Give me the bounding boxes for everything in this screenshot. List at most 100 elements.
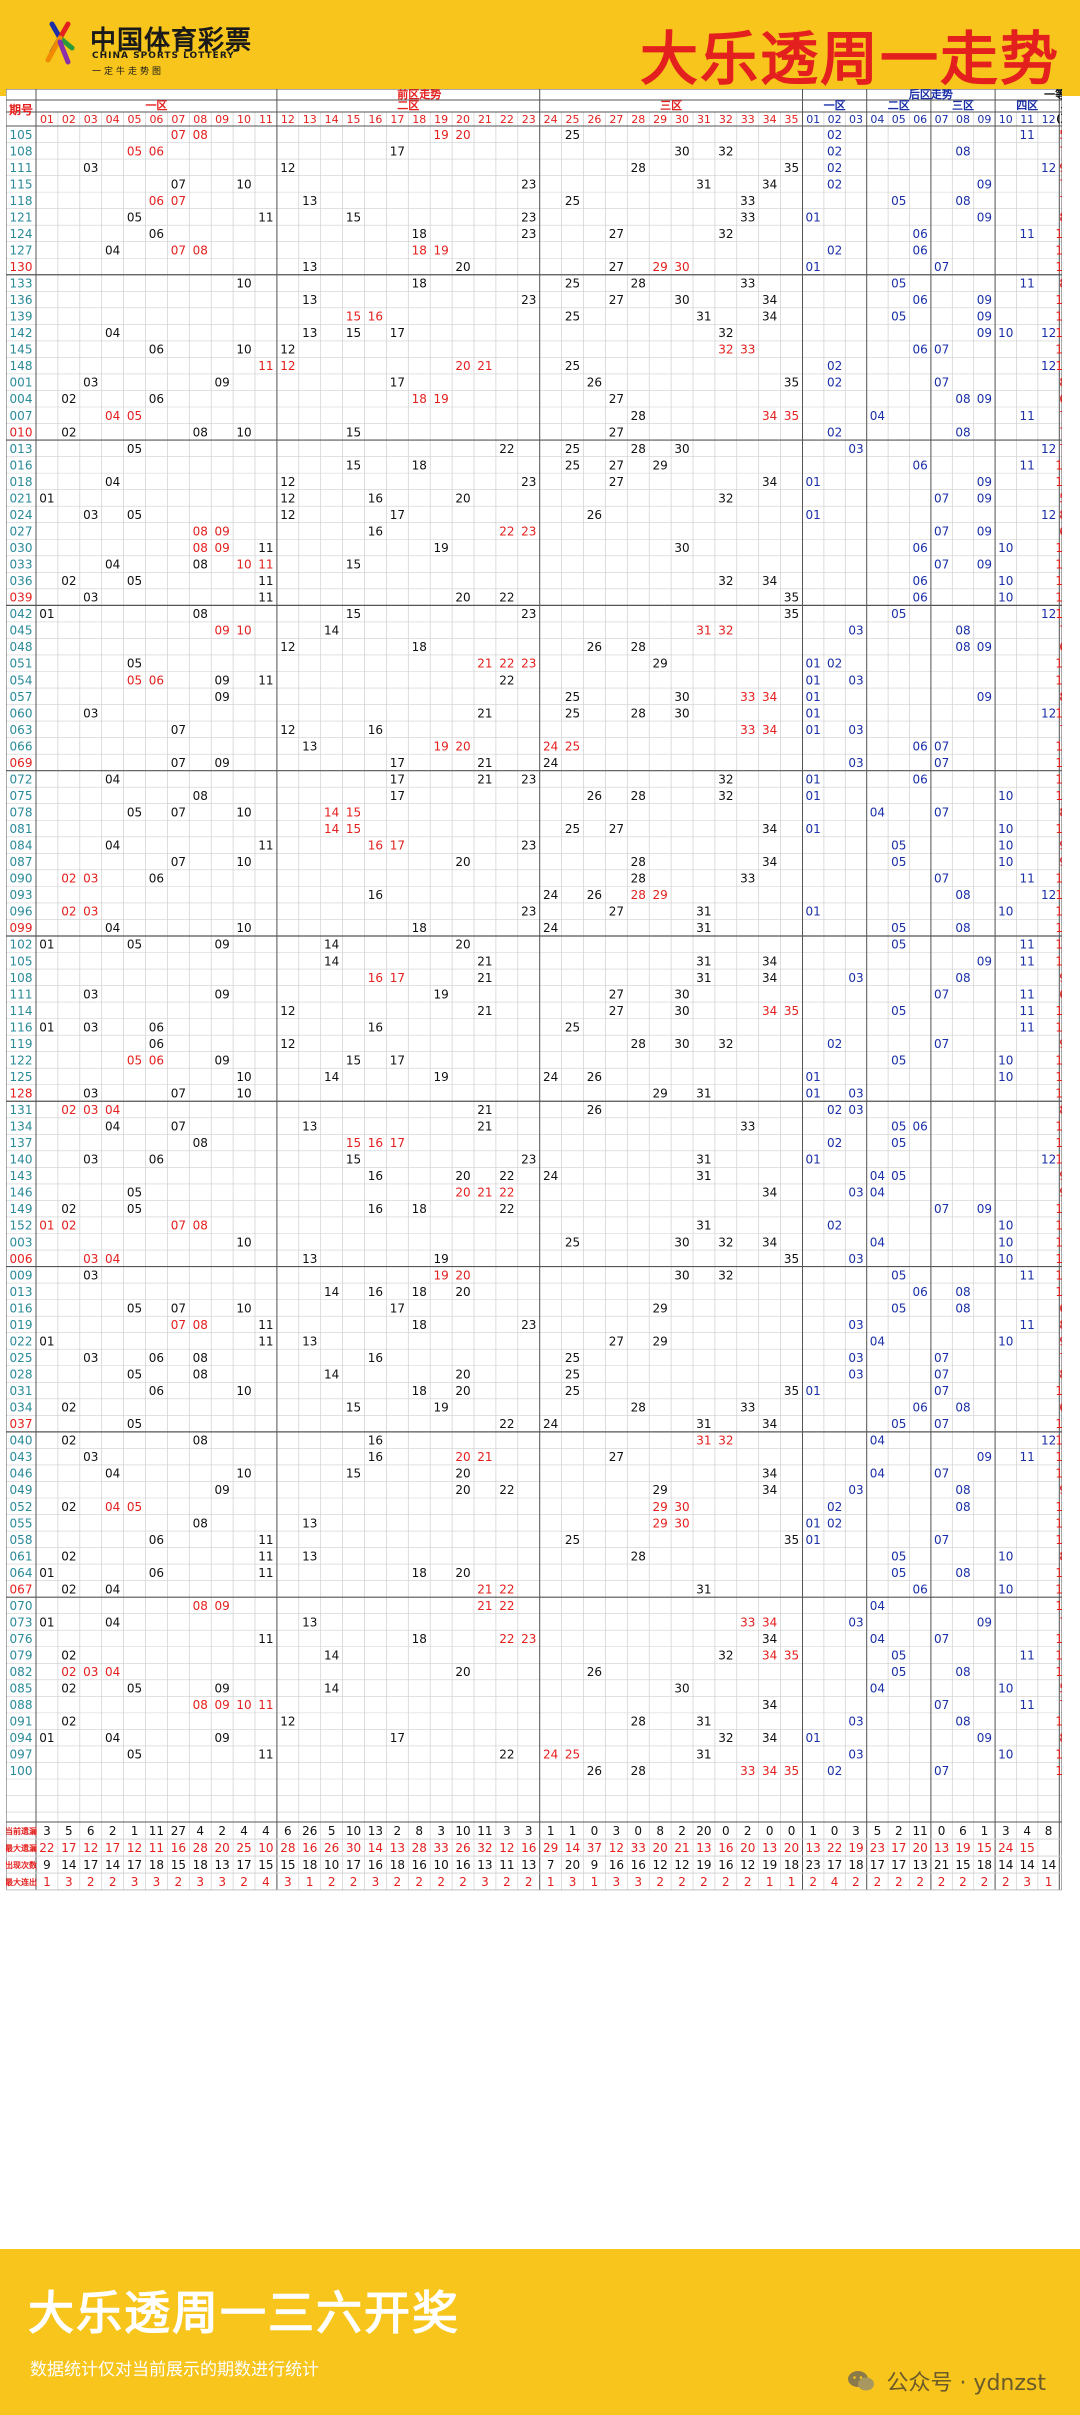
back-ball: 11 [1020, 1450, 1035, 1464]
front-ball: 29 [653, 1500, 668, 1514]
front-ball: 34 [762, 1483, 777, 1497]
front-number-header: 20 [456, 113, 470, 126]
issue-number: 073 [10, 1615, 33, 1629]
front-ball: 02 [61, 1649, 76, 1663]
front-ball: 12 [280, 161, 295, 175]
front-ball: 34 [762, 855, 777, 869]
front-ball: 22 [499, 1169, 514, 1183]
back-ball: 10 [998, 839, 1013, 853]
back-ball: 08 [955, 921, 970, 935]
stats-back-value: 15 [977, 1841, 992, 1855]
front-ball: 20 [455, 1285, 470, 1299]
back-ball: 11 [1020, 938, 1035, 952]
front-ball: 18 [412, 458, 427, 472]
front-ball: 34 [762, 310, 777, 324]
front-ball: 18 [412, 1285, 427, 1299]
front-ball: 30 [674, 1268, 689, 1282]
front-ball: 06 [149, 194, 164, 208]
front-ball: 23 [521, 905, 536, 919]
stats-front-value: 12 [674, 1858, 689, 1872]
stats-front-value: 13 [477, 1858, 492, 1872]
front-ball: 09 [215, 1053, 230, 1067]
stats-front-value: 29 [543, 1841, 558, 1855]
front-ball: 19 [434, 392, 449, 406]
front-ball: 17 [390, 1301, 405, 1315]
back-ball: 10 [998, 591, 1013, 605]
issue-number: 100 [10, 1764, 33, 1778]
stats-front-value: 11 [149, 1841, 164, 1855]
prize-amount: 690 [1059, 1301, 1062, 1315]
front-ball: 19 [434, 739, 449, 753]
front-ball: 17 [390, 971, 405, 985]
back-ball: 02 [827, 1136, 842, 1150]
front-ball: 18 [412, 243, 427, 257]
front-ball: 10 [236, 558, 251, 572]
front-ball: 14 [324, 938, 339, 952]
back-number-header: 04 [870, 113, 884, 126]
front-ball: 03 [83, 508, 98, 522]
front-ball: 11 [258, 1318, 273, 1332]
prize-amount: 936 [1059, 1483, 1062, 1497]
back-ball: 09 [977, 1202, 992, 1216]
stats-front-value: 18 [149, 1858, 164, 1872]
front-ball: 28 [631, 1715, 646, 1729]
stats-back-value: 22 [827, 1841, 842, 1855]
front-ball: 34 [762, 574, 777, 588]
front-ball: 17 [390, 789, 405, 803]
front-ball: 05 [127, 1186, 142, 1200]
front-ball: 31 [696, 1169, 711, 1183]
front-ball: 07 [171, 243, 186, 257]
front-ball: 06 [149, 1351, 164, 1365]
front-ball: 18 [412, 392, 427, 406]
front-ball: 11 [258, 1698, 273, 1712]
stats-front-value: 17 [83, 1858, 98, 1872]
prize-amount: 1000 [1055, 607, 1062, 621]
front-ball: 21 [477, 954, 492, 968]
back-number-header: 02 [828, 113, 842, 126]
top-banner: 中国体育彩票 CHINA SPORTS LOTTERY 一定牛走势图 大乐透周一… [0, 0, 1080, 96]
back-ball: 04 [870, 1235, 885, 1249]
prize-amount: 1000 [1055, 756, 1062, 770]
wechat-account[interactable]: 公众号 · ydnzst [847, 2365, 1046, 2396]
front-ball: 25 [565, 277, 580, 291]
stats-front-value: 12 [83, 1841, 98, 1855]
back-ball: 06 [913, 739, 928, 753]
back-ball: 11 [1020, 277, 1035, 291]
prize-amount: 1000 [1055, 1665, 1062, 1679]
stats-front-value: 14 [368, 1841, 383, 1855]
front-ball: 18 [412, 1632, 427, 1646]
issue-number: 013 [10, 1285, 33, 1299]
back-ball: 10 [998, 541, 1013, 555]
front-ball: 32 [718, 1235, 733, 1249]
prize-amount: 1000 [1055, 954, 1062, 968]
stats-front-value: 0 [591, 1824, 599, 1838]
front-ball: 16 [368, 524, 383, 538]
front-zone-header: 前区走势 [397, 89, 441, 101]
front-ball: 04 [105, 1665, 120, 1679]
stats-front-value: 28 [280, 1841, 295, 1855]
front-number-header: 13 [303, 113, 317, 126]
front-ball: 23 [521, 657, 536, 671]
stats-back-value: 14 [998, 1858, 1013, 1872]
back-ball: 12 [1041, 1434, 1056, 1448]
back-ball: 07 [934, 1632, 949, 1646]
front-ball: 23 [521, 1153, 536, 1167]
back-ball: 03 [848, 1368, 863, 1382]
stats-front-value: 9 [591, 1858, 599, 1872]
back-ball: 10 [998, 326, 1013, 340]
stats-back-value: 2 [916, 1875, 924, 1889]
wechat-account-text: 公众号 · ydnzst [886, 2371, 1046, 2396]
prize-amount: 1000 [1055, 574, 1062, 588]
stats-back-value: 0 [831, 1824, 839, 1838]
stats-front-value: 13 [390, 1841, 405, 1855]
front-ball: 35 [784, 409, 799, 423]
back-ball: 06 [913, 591, 928, 605]
stats-front-value: 1 [547, 1824, 555, 1838]
prize-amount: 1000 [1055, 1582, 1062, 1596]
back-ball: 03 [848, 1186, 863, 1200]
front-ball: 05 [127, 1417, 142, 1431]
front-ball: 30 [674, 442, 689, 456]
stats-back-value: 15 [955, 1858, 970, 1872]
issue-number: 094 [10, 1731, 33, 1745]
stats-back-value: 3 [1023, 1875, 1031, 1889]
